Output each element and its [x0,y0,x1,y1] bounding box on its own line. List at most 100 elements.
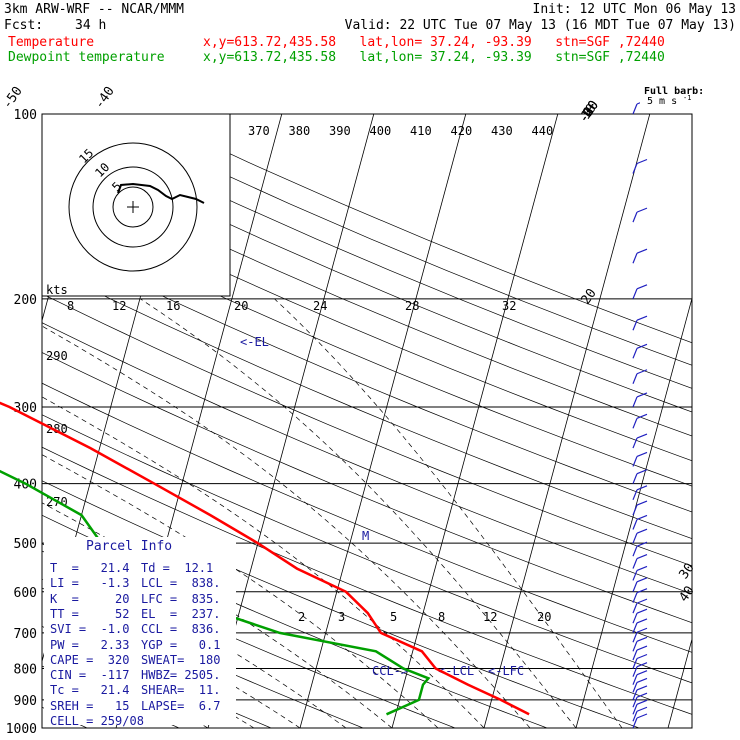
parcel-info-value: CCL = 836. [141,622,221,637]
wind-barb [636,692,648,698]
dewpoint-legend: Dewpoint temperature [8,50,165,65]
wind-barb [632,602,638,614]
wind-barb [636,413,648,419]
wind-barb [636,469,648,475]
wind-barb [636,677,648,683]
pressure-label: 100 [14,108,37,123]
hodograph-frame [41,113,231,297]
init-time: Init: 12 UTC Mon 06 May 13 [532,2,737,17]
wind-barb [636,636,648,642]
model-title: 3km ARW-WRF -- NCAR/MMM [4,2,185,17]
wind-barb [632,545,638,557]
dry-adiabat-line [42,159,692,437]
wind-barb [636,577,648,583]
mixing-ratio-label: 5 [390,610,397,624]
barb-legend-bg [640,82,698,104]
wind-barb [632,320,638,331]
wind-barb [632,632,638,643]
isotherm-line [299,114,467,728]
wind-barb [636,645,648,651]
dry-adiabat-line [42,587,364,728]
wind-barb [632,666,638,677]
parcel-info-value: SWEAT= 180 [141,652,221,667]
wind-barb [632,704,638,715]
annotation-el: <-EL [240,335,269,349]
barb-legend-value: 5 m s [647,96,677,107]
parcel-info-value: EL = 237. [141,606,221,621]
mixing-ratio-label: 20 [234,299,248,313]
pressure-label: 200 [14,293,37,308]
wind-barb [636,608,648,614]
wind-barb [632,519,638,530]
dry-adiabat-line [42,414,692,684]
parcel-info-value: K = 20 [50,591,130,606]
plot-frame [41,113,693,729]
wind-barb [636,653,648,660]
wind-barb [632,658,638,669]
mixing-ratio-label: 8 [438,610,445,624]
parcel-info-value: Td = 12.1 [141,561,214,575]
hodograph-ring [92,166,174,248]
wind-barb [632,253,638,264]
wind-barb [636,451,648,458]
parcel-info-value: LAPSE= 6.7 [141,698,221,713]
theta-label: 390 [329,124,351,138]
dry-adiabat-line [42,133,692,413]
temperature-legend: Temperature [8,35,95,50]
moist-adiabat-line [274,298,623,728]
wind-barb [636,627,648,633]
theta-label: 440 [532,124,554,138]
theta-label: 370 [248,124,270,138]
dry-adiabat-line [42,265,692,539]
wind-barb [632,682,638,693]
mixing-ratio-label: 12 [112,299,126,313]
wind-barb [632,558,638,569]
wind-barb [636,500,648,506]
wind-barb [632,592,638,603]
dewpoint-location: x,y=613.72,435.58 lat,lon= 37.24, -93.39… [203,50,665,65]
parcel-info-value: T = 21.4 [50,561,130,575]
parcel-info-box: Parcel Info T = 21.4 Td = 12.1 LI = -1.3 LC… [44,537,236,728]
parcel-info-value: Tc = 21.4 [50,683,130,698]
wind-barb [632,696,638,708]
wind-barb [632,612,638,624]
barb-legend-exponent: -1 [683,94,691,102]
theta-label: 430 [491,124,513,138]
mixing-ratio-label: 16 [166,299,180,313]
wind-barb [636,158,648,165]
theta-label: 420 [451,124,473,138]
wind-barb [632,396,638,408]
wind-barb [636,485,648,491]
wind-barb [632,649,638,661]
wind-barb [636,315,648,321]
wind-barb [632,717,638,729]
fcst-label: Fcst: [4,18,44,33]
wind-barb [636,598,648,604]
dry-adiabat-line [42,382,692,653]
pressure-label: 800 [14,662,37,677]
dry-adiabat-line [42,184,692,462]
theta-label: 400 [370,124,392,138]
wind-barb [636,343,648,349]
wind-barb [636,685,648,691]
hodograph-ring [68,142,198,272]
isotherm-label: -40 [92,84,118,112]
mixing-ratio-label: 24 [313,299,327,313]
wind-barb [632,581,638,593]
mixing-ratio-label: 28 [405,299,419,313]
parcel-info-value: TT = 52 [50,606,130,621]
dry-adiabat-line [42,293,692,567]
wind-barb [636,433,648,439]
parcel-info-value: CELL = 259/08 [50,714,144,728]
wind-barb [632,532,638,544]
dry-adiabat-line [42,352,692,624]
wind-barb [632,103,638,115]
annotation-lfc: <-LFC [488,664,524,678]
wind-barb [632,641,638,652]
pressure-label: 1000 [6,722,37,737]
wind-barb [632,163,638,174]
parcel-info-value: HWBZ= 2505. [141,668,221,683]
hodograph-trace [117,182,205,204]
wind-barb [632,373,638,384]
